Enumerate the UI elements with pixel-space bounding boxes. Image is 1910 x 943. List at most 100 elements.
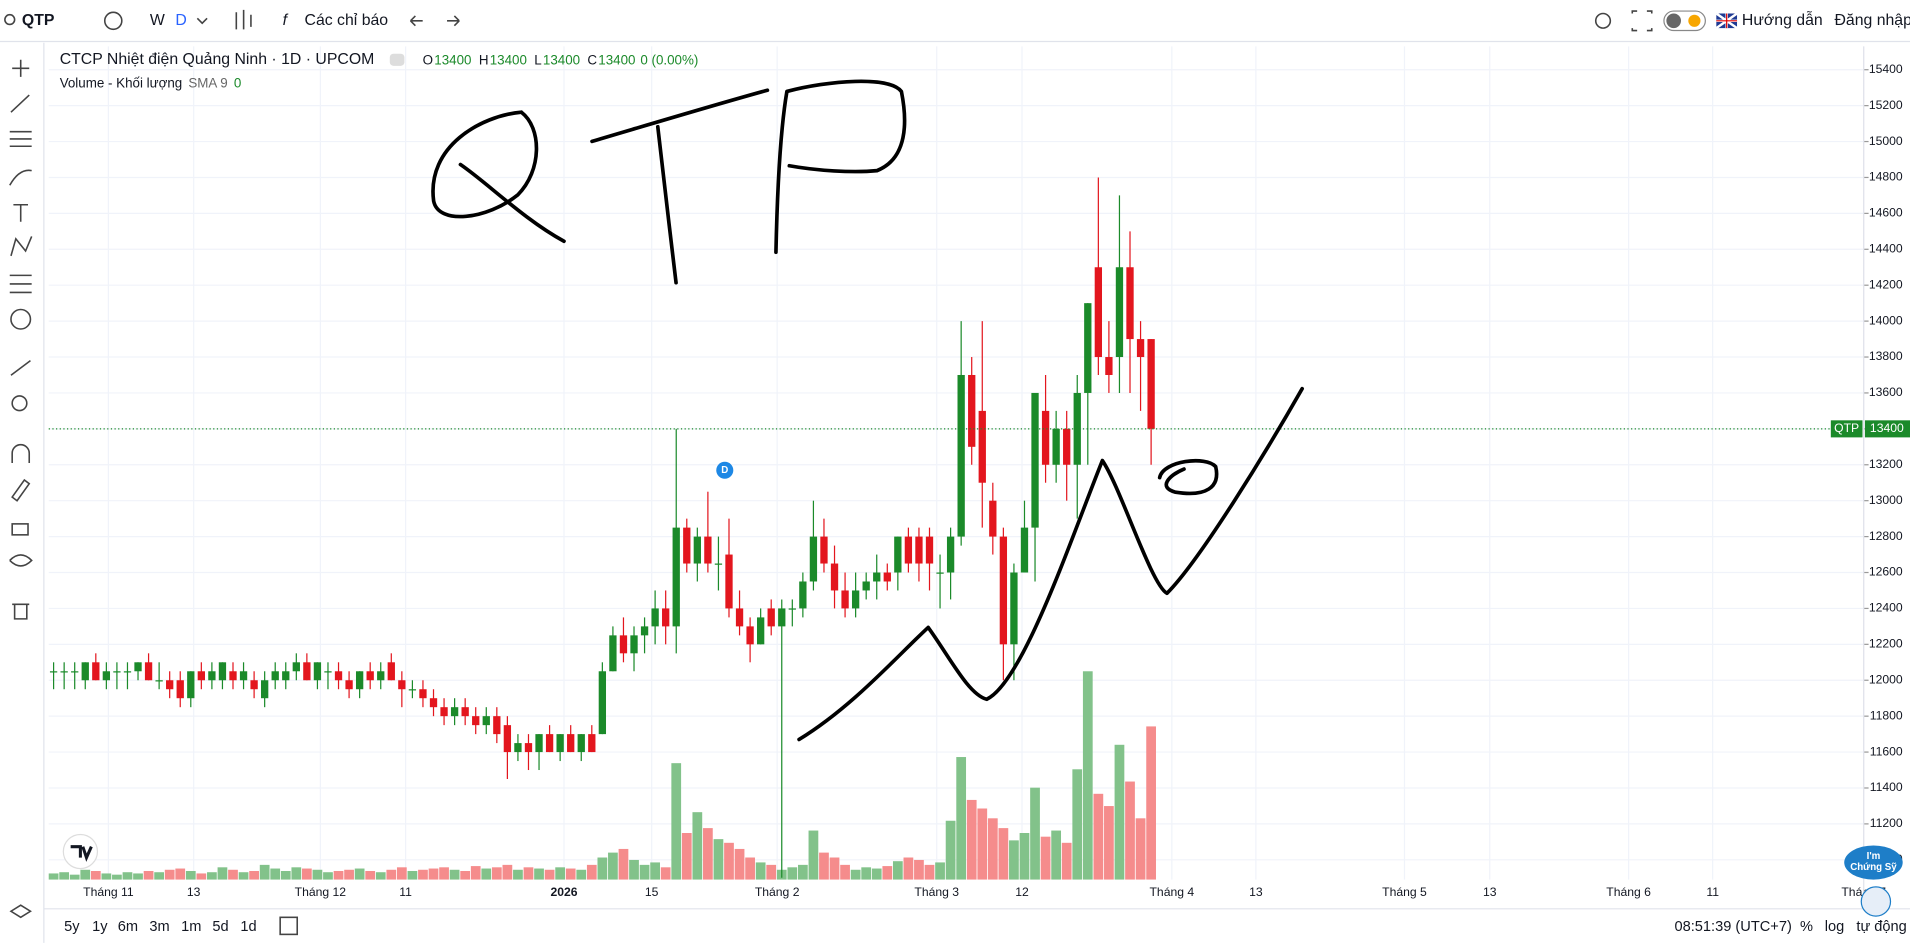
candle-body [282, 671, 290, 681]
event-marker-label: D [721, 465, 728, 476]
candle-body [1073, 392, 1081, 465]
candle-body [567, 734, 575, 753]
volume-bar [787, 867, 798, 880]
x-tick-label: Tháng 5 [1382, 885, 1427, 899]
volume-bar [1146, 726, 1156, 880]
range-button[interactable]: 5y [64, 919, 80, 935]
symbol[interactable]: QTP [22, 12, 55, 29]
fullscreen[interactable] [1631, 10, 1653, 32]
volume-bar [291, 867, 302, 880]
volume-bar [143, 870, 154, 880]
candle-body [904, 536, 913, 564]
range-button[interactable]: 5d [212, 919, 228, 935]
date-range[interactable] [279, 916, 299, 936]
volume-bar [892, 861, 903, 880]
volume-bar [713, 839, 724, 880]
y-tick-label: 13600 [1869, 385, 1903, 399]
range-button[interactable]: 3m [149, 919, 169, 935]
interval-d[interactable]: D [175, 12, 186, 29]
volume-bar [966, 799, 977, 880]
volume-bar [59, 872, 70, 880]
indicators[interactable]: Các chỉ báo [305, 12, 389, 29]
volume-bar [249, 870, 259, 880]
volume-bar [565, 868, 576, 880]
candle-body [102, 671, 111, 681]
volume-bar [502, 864, 513, 880]
range-button[interactable]: 1m [181, 919, 201, 935]
range-button[interactable]: 1y [92, 919, 108, 935]
redo[interactable] [447, 15, 460, 27]
candle-body [472, 716, 480, 726]
volume-bar [1125, 781, 1135, 880]
log-toggle[interactable]: log [1825, 919, 1845, 935]
candle-body [545, 734, 554, 753]
candle-body [756, 617, 765, 645]
toolbar [0, 0, 1910, 42]
volume-bar [481, 868, 492, 880]
candle-body [81, 662, 89, 681]
interval-w[interactable]: W [150, 12, 165, 29]
volume-bar [1019, 833, 1030, 880]
drawing-tools[interactable] [9, 59, 33, 919]
guide[interactable]: Hướng dẫn [1742, 10, 1823, 29]
candle-body [1031, 392, 1039, 528]
volume-bar [914, 859, 924, 880]
x-tick-label: 12 [1015, 885, 1029, 899]
y-tick-label: 11200 [1870, 816, 1903, 830]
volume-bar [312, 869, 323, 880]
y-tick-label: 15400 [1869, 62, 1903, 76]
candle-body [1136, 339, 1145, 358]
candle-body [187, 671, 195, 699]
candle-body [630, 635, 638, 654]
volume-bar [1135, 818, 1146, 880]
volume-bar [133, 873, 143, 880]
undo[interactable] [409, 15, 423, 27]
candle-body [292, 662, 300, 672]
add-symbol[interactable] [103, 11, 123, 31]
candle-body [387, 662, 395, 681]
volume-bar [1093, 793, 1104, 880]
candle-body [429, 698, 438, 708]
last-price-value: 13400 [1870, 421, 1904, 435]
y-tick-label: 12600 [1869, 565, 1903, 579]
candle-body [862, 581, 870, 591]
volume-bar [154, 872, 165, 880]
volume-bar [734, 848, 745, 880]
badge-text: I'm [1867, 851, 1881, 862]
candle-body [598, 671, 607, 735]
range-button[interactable]: 1d [240, 919, 256, 935]
candle-body [662, 608, 670, 627]
legend-toggle[interactable] [389, 53, 405, 66]
candle-body [588, 734, 596, 753]
chart-type[interactable] [235, 9, 252, 30]
volume-bar [513, 869, 523, 880]
candle-body [809, 536, 818, 582]
interval-dropdown[interactable] [196, 17, 208, 25]
login[interactable]: Đăng nhập [1834, 12, 1910, 29]
percent-toggle[interactable]: % [1800, 919, 1813, 935]
volume-bar [491, 867, 502, 880]
volume-bar [396, 867, 407, 880]
auto-toggle[interactable]: tự động [1856, 919, 1906, 935]
candle-body [978, 410, 986, 483]
fx-icon: f [283, 12, 289, 29]
volume-bar [998, 828, 1009, 880]
x-tick-label: 13 [1249, 885, 1263, 899]
volume-bar [175, 868, 186, 880]
candle-body [619, 635, 628, 654]
ohlc-value: 13400 [543, 53, 580, 68]
badge[interactable] [1844, 845, 1903, 880]
volume-bar [576, 869, 587, 880]
candle-body [514, 743, 522, 753]
volume-bar [618, 848, 629, 880]
y-tick-label: 11800 [1870, 708, 1903, 722]
last-price-symbol-box [1830, 420, 1863, 438]
last-price-box [1864, 420, 1910, 438]
volume-bar [692, 812, 703, 880]
volume-bar [797, 864, 808, 880]
candle-body [239, 671, 248, 681]
volume-bar [238, 872, 249, 880]
settings[interactable] [1594, 12, 1612, 29]
range-button[interactable]: 6m [118, 919, 138, 935]
event-marker[interactable] [716, 461, 734, 479]
